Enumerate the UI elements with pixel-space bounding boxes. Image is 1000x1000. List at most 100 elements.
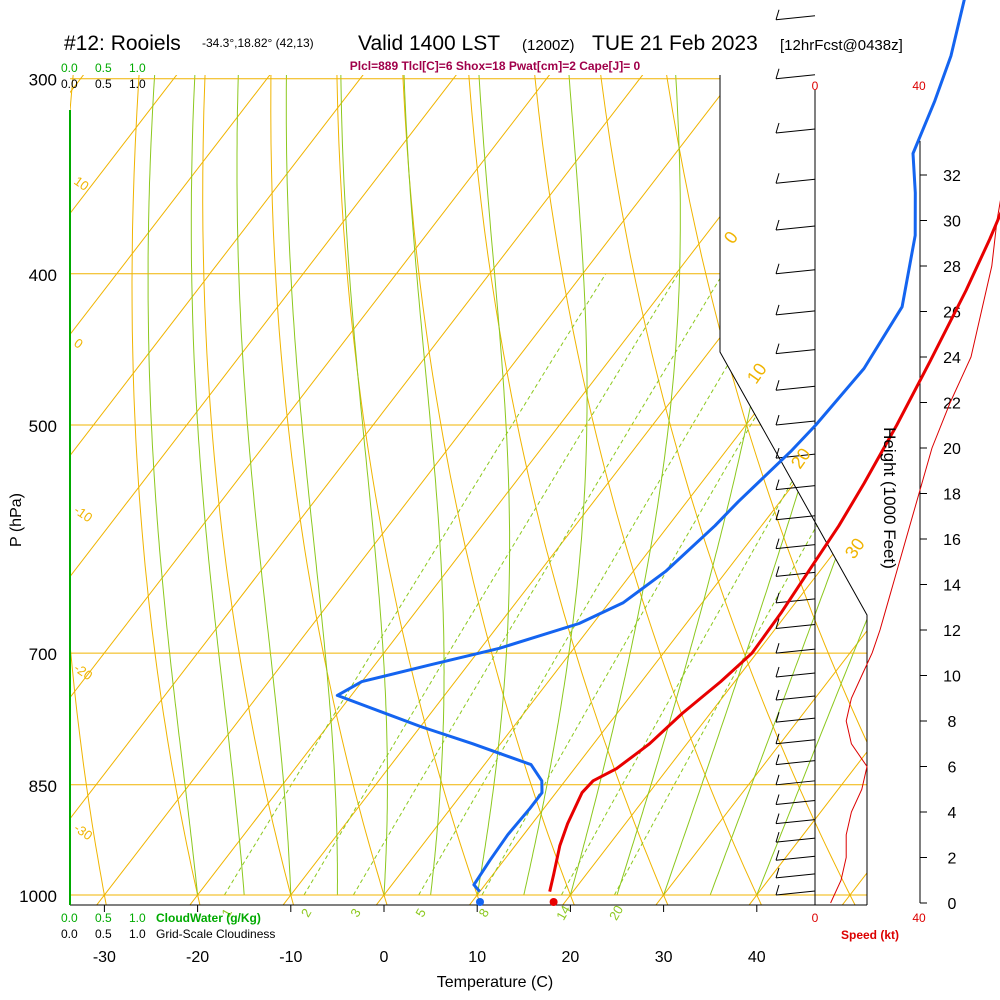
wind-barb-flag [775, 666, 780, 678]
wind-barb-flag [775, 173, 780, 184]
isotherm-line [70, 75, 571, 905]
wind-barb-shaft [775, 310, 816, 316]
dry-adiabat-line [958, 0, 1000, 928]
cloudiness-label: Grid-Scale Cloudiness [156, 927, 275, 941]
surface-temperature-marker [549, 898, 558, 906]
wind-barb-flag [775, 813, 780, 824]
dry-adiabat-label: 10 [743, 359, 771, 387]
mixing-ratio-label: 14 [553, 903, 573, 923]
wind-barb-shaft [775, 648, 816, 654]
wind-barb-shaft [775, 420, 816, 426]
wind-barb-shaft [775, 799, 816, 805]
isotherm-line [918, 0, 1000, 928]
diagram-layer [70, 0, 1000, 928]
wind-barb-flag [775, 867, 780, 878]
isotherm-line [70, 75, 384, 905]
y-axis-title: P (hPa) [8, 493, 25, 547]
wind-barb-shaft [775, 544, 816, 550]
moist-adiabat-line [569, 75, 681, 896]
wind-barb-flag [775, 566, 780, 577]
height-tick-label: 20 [943, 441, 961, 458]
wind-barb-flag [775, 618, 780, 629]
isotherm-line [78, 75, 850, 905]
wind-speed-line [830, 200, 1000, 904]
wind-barb-flag [775, 343, 780, 354]
top-cloud-water-05: 0.5 [95, 61, 112, 75]
indices-line: Plcl=889 Tlcl[C]=6 Shox=18 Pwat[cm]=2 Ca… [350, 59, 641, 73]
wind-barb-flag [775, 592, 780, 604]
bottom-cloudiness-1: 1.0 [129, 927, 146, 941]
wind-barb-shaft [775, 74, 816, 80]
dry-adiabat-line [585, 75, 867, 905]
wind-barb-flag [775, 754, 780, 765]
mixing-ratio-line [352, 273, 724, 896]
isotherm-label: -10 [71, 502, 95, 525]
height-tick-label: 10 [943, 669, 961, 686]
mixing-ratio-line [303, 273, 679, 896]
height-tick-label: 18 [943, 487, 961, 504]
wind-barb-shaft [775, 695, 816, 701]
wind-barb-shaft [775, 717, 816, 723]
isotherm-label: 10 [71, 173, 91, 194]
speed-top-tick-label: 40 [912, 79, 926, 93]
height-tick-label: 28 [943, 259, 961, 276]
bottom-cloud-water-0: 0.0 [61, 911, 78, 925]
moist-adiabat-line [709, 75, 867, 896]
moist-adiabat-line [756, 75, 867, 896]
top-cloud-water-1: 1.0 [129, 61, 146, 75]
x-tick-label: -30 [93, 949, 116, 966]
bottom-cloudiness-0: 0.0 [61, 927, 78, 941]
isotherm-line [637, 75, 867, 905]
wind-barb-flag [775, 447, 780, 459]
isotherm-line [544, 75, 867, 905]
title-coords: -34.3°,18.82° (42,13) [202, 36, 314, 50]
dry-adiabat-line [131, 75, 206, 905]
wind-barb-flag [775, 304, 780, 316]
pressure-tick-label: 1000 [19, 887, 57, 906]
dry-adiabat-line [647, 75, 867, 905]
wind-barb-shaft [775, 225, 816, 231]
speed-top-tick-label: 0 [812, 79, 819, 93]
wind-barb-flag [775, 263, 780, 274]
isotherm-line [264, 75, 867, 905]
x-tick-label: -10 [279, 949, 302, 966]
wind-barb-shaft [775, 837, 816, 843]
x-tick-label: 40 [748, 949, 766, 966]
dry-adiabat-line [70, 75, 112, 905]
wind-barb-shaft [775, 873, 816, 879]
moist-adiabat-line [236, 75, 292, 896]
title-utc: (1200Z) [522, 37, 575, 54]
moist-adiabat-line [285, 75, 339, 895]
wind-barb-flag [775, 884, 780, 896]
height-tick-label: 0 [948, 896, 957, 913]
x-tick-label: 30 [655, 949, 673, 966]
wind-barb-flag [775, 68, 780, 79]
x-tick-label: 0 [380, 949, 389, 966]
wind-barb-shaft [775, 672, 816, 678]
dry-adiabat-line [833, 75, 867, 905]
wind-barb-shaft [775, 385, 816, 391]
top-cloudiness-0: 0.0 [61, 77, 78, 91]
mixing-ratio-label: 5 [412, 906, 429, 920]
wind-barb-shaft [775, 780, 816, 786]
dry-adiabat-line [709, 75, 867, 905]
cloud-water-label: CloudWater (g/Kg) [156, 911, 261, 925]
dry-adiabat-label: 0 [720, 228, 742, 248]
isotherm-line [824, 75, 867, 905]
mixing-ratio-line [418, 273, 783, 896]
dry-adiabat-label: 20 [787, 444, 815, 472]
wind-barb-flag [775, 850, 780, 861]
dry-adiabat-line [896, 0, 1000, 928]
moist-adiabat-line [663, 75, 867, 896]
top-cloudiness-1: 1.0 [129, 77, 146, 91]
dry-adiabat-line [523, 75, 773, 905]
wind-barb-flag [775, 380, 780, 391]
wind-barb-flag [775, 414, 780, 426]
wind-barb-shaft [775, 598, 816, 604]
height-tick-label: 24 [943, 350, 961, 367]
height-tick-label: 12 [943, 623, 961, 640]
pressure-tick-label: 850 [29, 777, 57, 796]
wind-barb-flag [775, 479, 780, 490]
